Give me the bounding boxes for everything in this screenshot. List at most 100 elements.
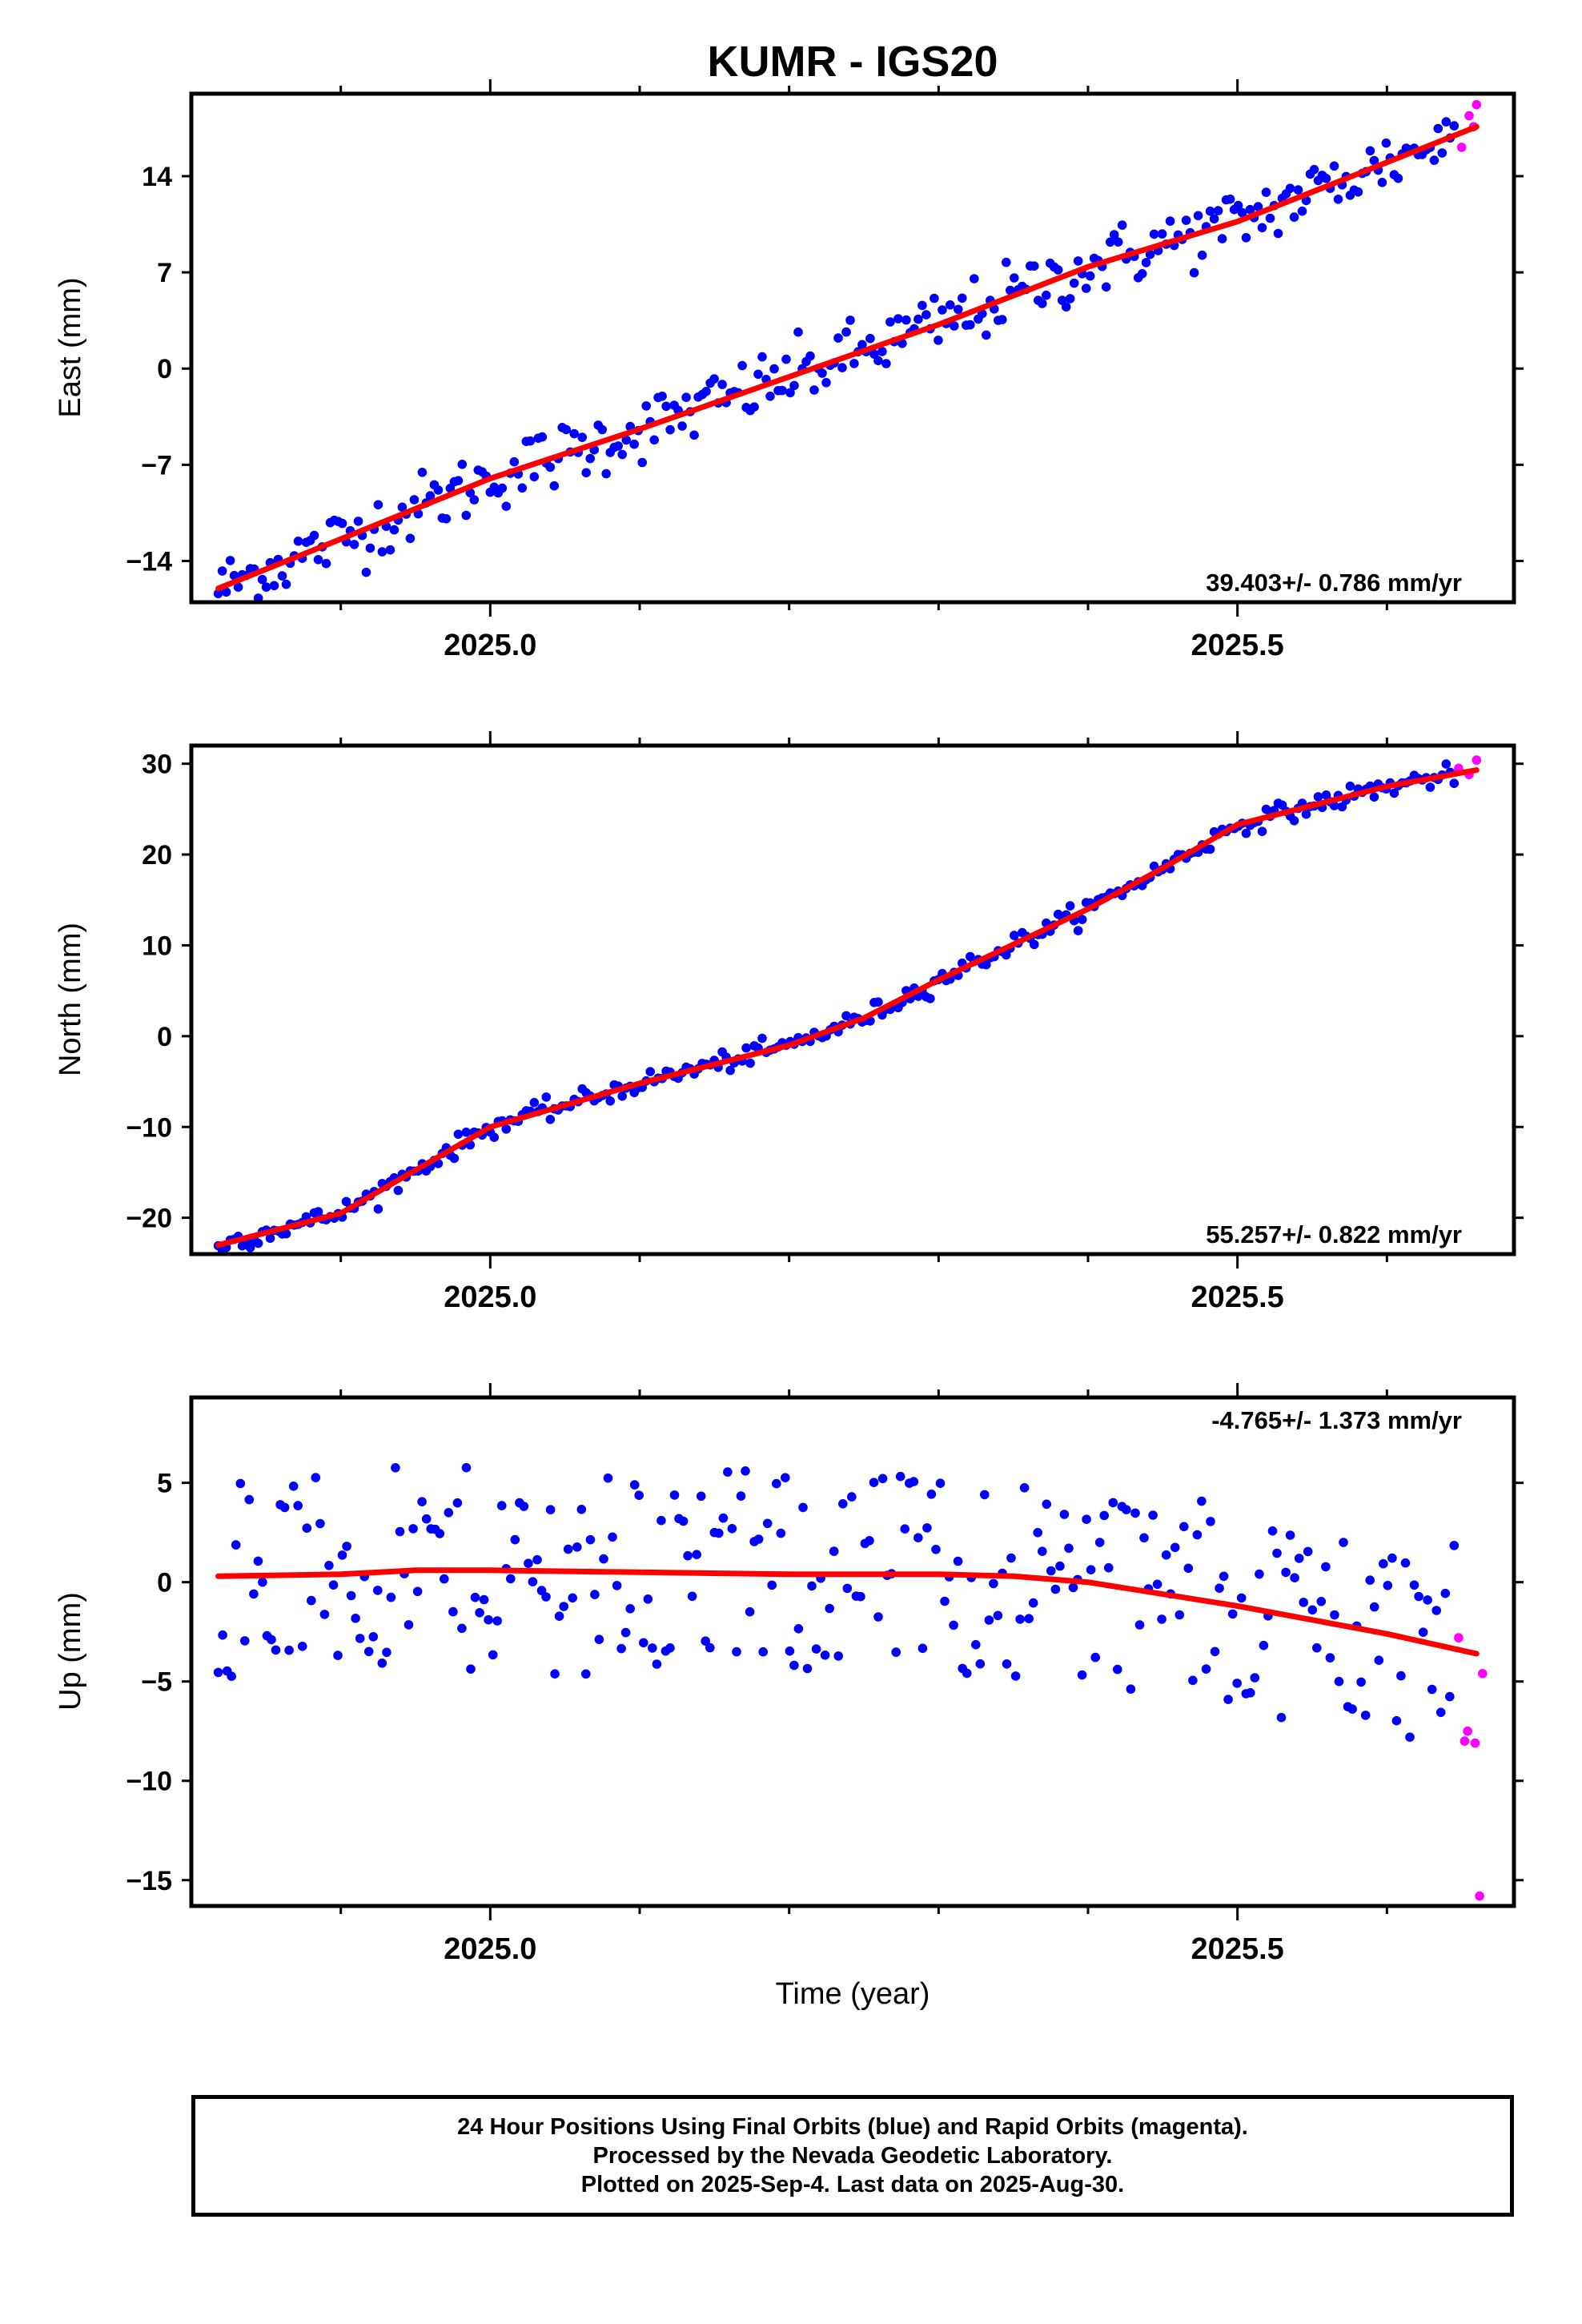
- north-final-point: [253, 1238, 263, 1248]
- up-final-point: [528, 1577, 538, 1586]
- up-final-point: [470, 1592, 480, 1602]
- east-y-tick-label: −14: [126, 547, 172, 577]
- up-final-point: [1440, 1588, 1451, 1598]
- north-final-point: [1257, 826, 1267, 836]
- up-final-point: [1427, 1684, 1437, 1695]
- up-final-point: [1038, 1546, 1047, 1556]
- up-x-tick-label: 2025.0: [444, 1932, 536, 1966]
- east-final-point: [457, 460, 468, 469]
- up-final-point: [1108, 1498, 1118, 1508]
- up-final-point: [279, 1502, 290, 1513]
- up-final-point: [1281, 1567, 1291, 1578]
- up-final-point: [732, 1647, 741, 1657]
- up-final-point: [723, 1467, 733, 1477]
- up-final-point: [758, 1647, 768, 1657]
- east-final-point: [281, 579, 291, 589]
- east-final-point: [661, 401, 671, 412]
- north-fit-line: [215, 767, 1480, 1248]
- up-final-point: [683, 1550, 693, 1561]
- up-final-point: [909, 1477, 919, 1486]
- up-final-point: [802, 1663, 813, 1674]
- east-y-tick-label: −7: [141, 450, 172, 480]
- east-final-point: [433, 485, 444, 495]
- up-final-point: [1064, 1543, 1074, 1554]
- east-final-point: [641, 401, 651, 411]
- up-final-point: [1259, 1640, 1269, 1651]
- east-final-point: [1030, 261, 1039, 271]
- east-final-point: [757, 352, 767, 362]
- east-final-point: [681, 392, 691, 403]
- up-final-point: [1325, 1653, 1335, 1663]
- east-final-point: [1117, 220, 1127, 230]
- east-final-point: [1333, 195, 1343, 204]
- up-final-point: [1383, 1581, 1393, 1590]
- up-final-point: [856, 1591, 865, 1602]
- east-final-point: [1381, 138, 1391, 148]
- up-final-point: [484, 1614, 493, 1625]
- up-final-point: [926, 1490, 937, 1499]
- east-final-point: [701, 387, 711, 396]
- up-x-tick-label: 2025.5: [1191, 1932, 1284, 1966]
- up-final-point: [1303, 1546, 1313, 1557]
- east-final-point: [1053, 265, 1063, 275]
- up-final-point: [648, 1643, 657, 1653]
- up-final-point: [1139, 1533, 1149, 1543]
- east-final-point: [469, 495, 480, 505]
- east-final-point: [417, 468, 428, 477]
- up-points: [213, 1462, 1488, 1901]
- up-final-point: [1290, 1573, 1299, 1582]
- up-final-point: [1197, 1496, 1207, 1506]
- east-final-point: [913, 314, 923, 324]
- east-final-point: [897, 339, 907, 348]
- north-final-point: [281, 1228, 291, 1239]
- east-final-point: [998, 315, 1007, 324]
- east-final-point: [529, 472, 540, 482]
- up-final-point: [1374, 1655, 1384, 1665]
- up-final-point: [873, 1612, 883, 1622]
- east-final-point: [769, 364, 779, 374]
- up-final-point: [1094, 1538, 1105, 1547]
- east-final-point: [785, 388, 795, 398]
- east-panel: −14 −7 0 7 14 2025.0 2025.5 East (mm) 39.403+/…: [54, 79, 1524, 662]
- east-final-point: [857, 340, 867, 350]
- east-final-point: [561, 424, 571, 435]
- east-final-point: [689, 430, 699, 440]
- up-final-point: [953, 1556, 963, 1566]
- up-final-point: [847, 1492, 857, 1502]
- north-final-point: [449, 1153, 460, 1164]
- up-frame: [189, 1395, 1516, 1908]
- east-axis-ticks: −14 −7 0 7 14 2025.0 2025.5: [126, 79, 1524, 662]
- east-final-point: [793, 327, 803, 337]
- up-final-point: [1104, 1562, 1114, 1573]
- up-final-point: [599, 1554, 608, 1564]
- east-rapid-point: [1472, 99, 1482, 110]
- up-final-point: [639, 1638, 648, 1648]
- up-rapid-point: [1460, 1736, 1470, 1746]
- north-final-point: [1030, 939, 1039, 950]
- up-final-point: [993, 1610, 1003, 1621]
- east-final-point: [1038, 299, 1047, 308]
- east-final-point: [901, 315, 911, 325]
- north-final-point: [1205, 844, 1215, 854]
- east-final-point: [1213, 206, 1223, 215]
- up-rapid-point: [1463, 1726, 1472, 1736]
- east-final-point: [497, 483, 508, 493]
- up-final-point: [417, 1497, 427, 1506]
- up-rapid-point: [1478, 1669, 1488, 1679]
- north-final-point: [1241, 828, 1251, 838]
- up-final-point: [559, 1602, 568, 1611]
- up-final-point: [1046, 1566, 1056, 1576]
- north-rate-label: 55.257+/- 0.822 mm/yr: [1206, 1220, 1462, 1248]
- up-final-point: [333, 1651, 343, 1660]
- up-final-point: [603, 1473, 613, 1483]
- up-final-point: [328, 1580, 339, 1590]
- up-final-point: [1365, 1575, 1375, 1585]
- east-fit-line: [215, 123, 1480, 592]
- up-final-point: [1369, 1602, 1379, 1612]
- east-final-point: [1193, 211, 1203, 221]
- east-y-tick-label: 0: [157, 354, 172, 384]
- east-final-point: [982, 330, 991, 340]
- up-final-point: [457, 1623, 467, 1634]
- north-final-point: [1002, 950, 1011, 960]
- up-final-point: [492, 1616, 502, 1626]
